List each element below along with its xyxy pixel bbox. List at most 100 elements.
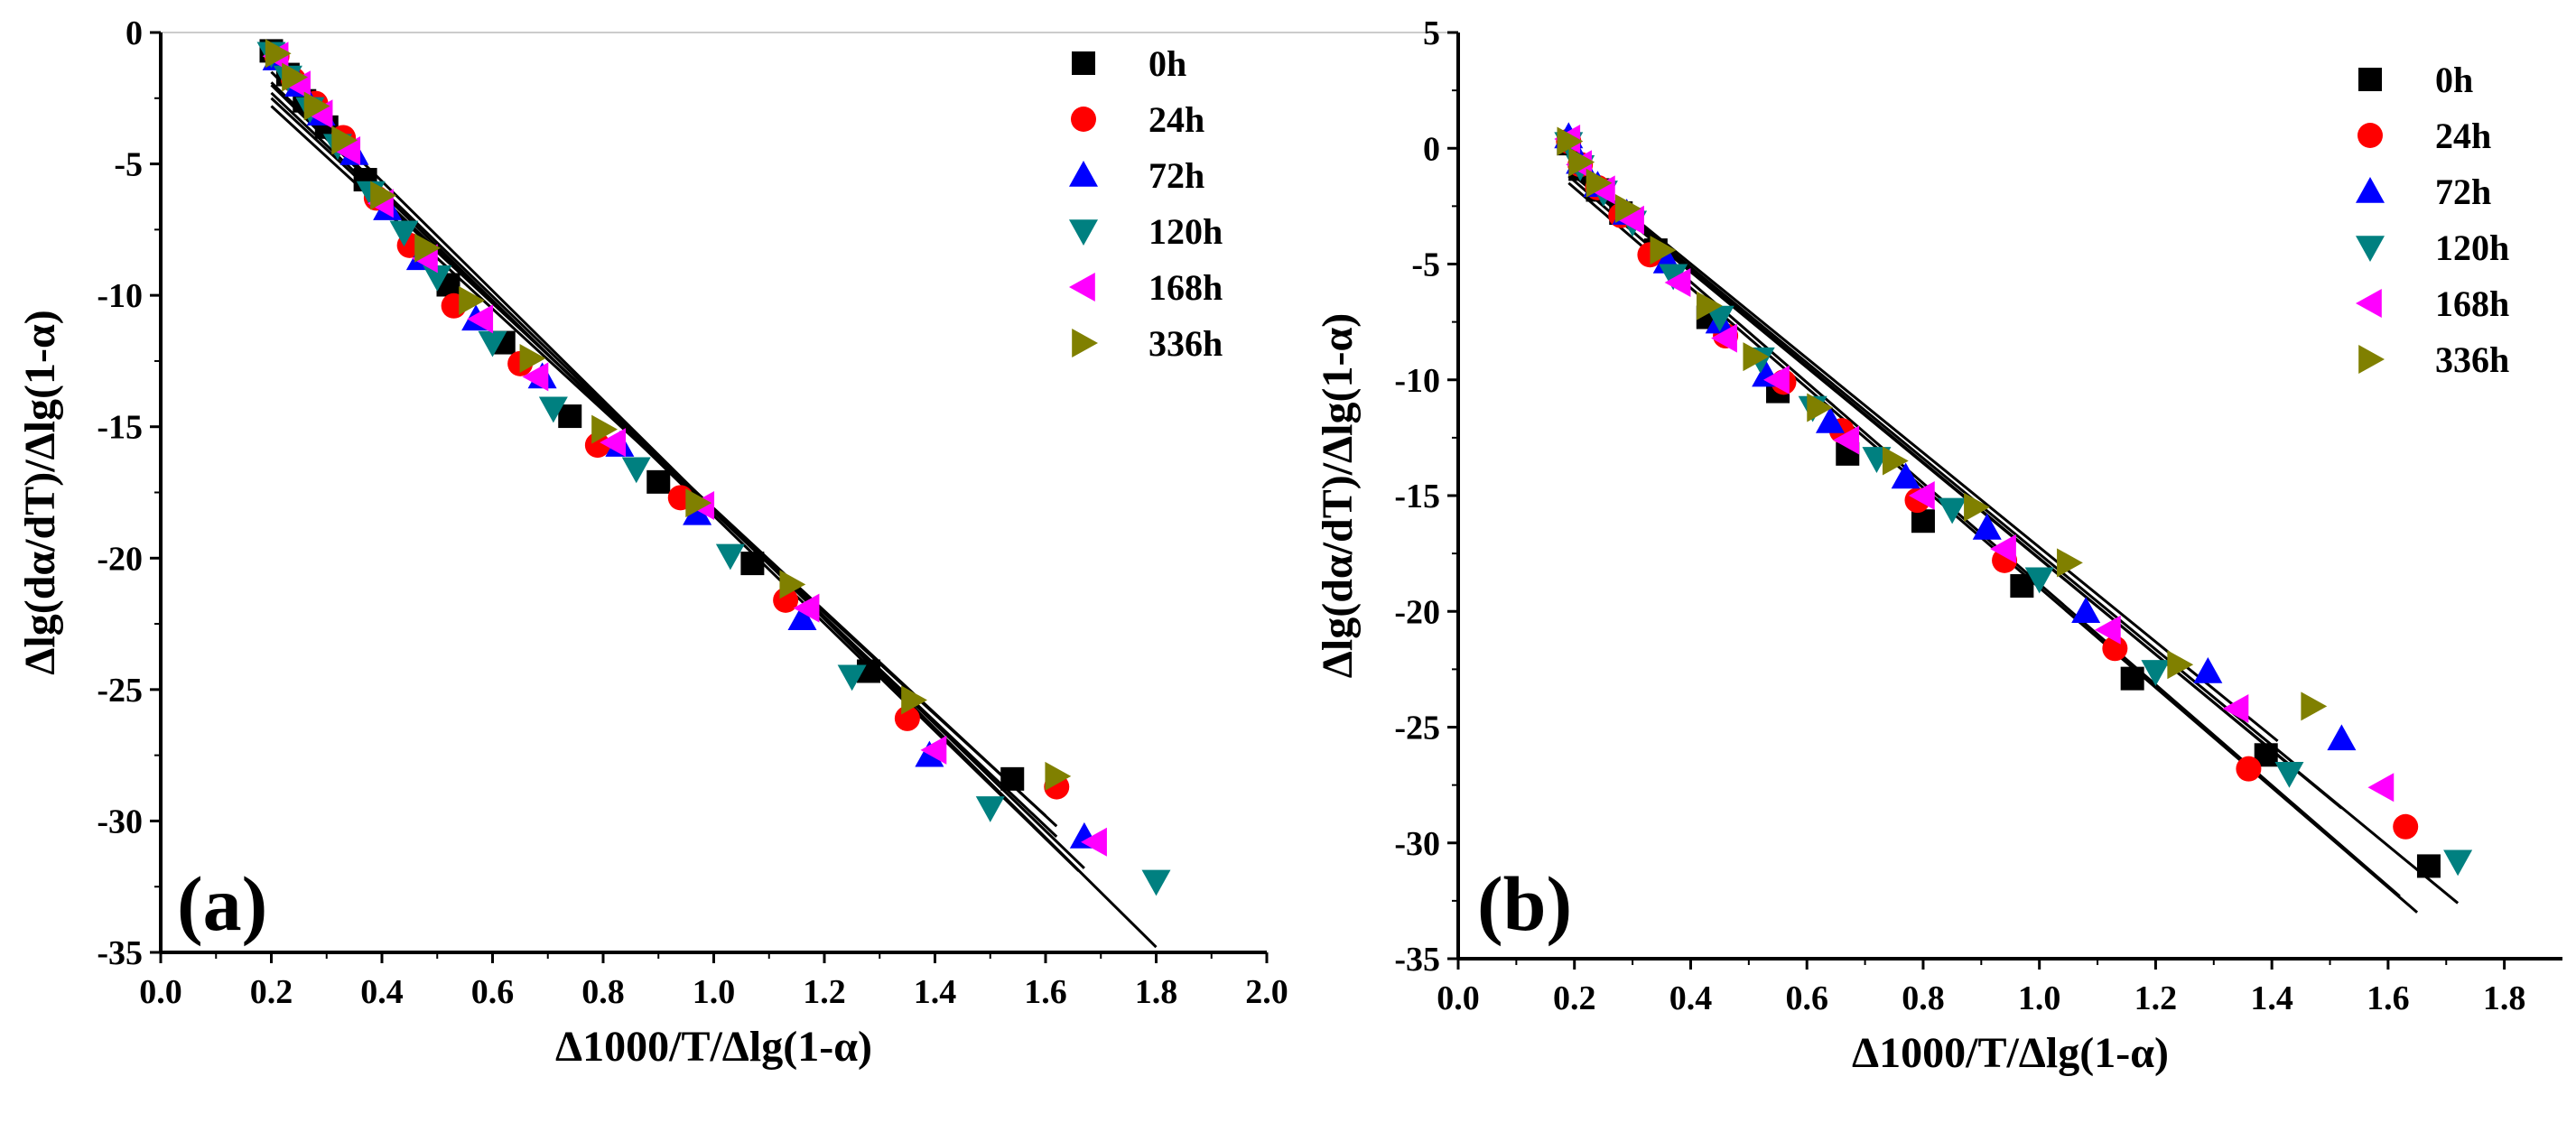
data-point-336h	[1964, 492, 1990, 522]
legend-marker-24h	[1071, 107, 1096, 132]
legend-label-120h: 120h	[1149, 211, 1223, 252]
legend: 0h 24h 72h 120h 168h 336h	[1069, 43, 1223, 364]
x-tick-label: 1.2	[2134, 979, 2178, 1017]
data-point-24h	[773, 587, 799, 613]
y-axis-title: Δlg(dα/dT)/Δlg(1-α)	[1314, 313, 1362, 678]
data-point-120h	[837, 664, 867, 691]
data-point-0h	[1000, 766, 1025, 791]
legend-label-72h: 72h	[2435, 172, 2491, 212]
data-point-120h	[423, 265, 452, 292]
data-point-336h	[1807, 393, 1834, 422]
data-point-120h	[2024, 567, 2054, 594]
data-point-336h	[779, 570, 806, 599]
data-point-336h	[331, 125, 358, 155]
y-tick-label: -15	[1394, 478, 1440, 515]
chart-panel-2: 0.0 0.2 0.4 0.6 0.8 1.0 1.2 1.4 1.6 1.8 5 0 -5 -10 -15…	[1314, 14, 2562, 1077]
y-tick-label: 5	[1423, 14, 1440, 52]
data-point-120h	[715, 543, 745, 571]
x-tick-label: 0.0	[1437, 979, 1480, 1017]
y-tick-label: 0	[126, 14, 143, 52]
data-point-168h	[1711, 323, 1737, 353]
data-point-120h	[1705, 305, 1734, 332]
y-axis-title: Δlg(dα/dT)/Δlg(1-α)	[16, 310, 64, 674]
data-point-72h	[2327, 724, 2357, 751]
data-point-0h	[740, 552, 765, 576]
legend-label-120h: 120h	[2435, 227, 2509, 268]
fit-line-168h	[1567, 168, 2343, 810]
y-tick-label: -25	[1394, 710, 1440, 747]
x-tick-label: 1.6	[2367, 979, 2410, 1017]
data-point-168h	[2222, 693, 2249, 723]
data-point-168h	[1908, 481, 1935, 510]
data-point-24h	[2393, 813, 2419, 840]
x-tick-label: 1.2	[803, 973, 846, 1011]
y-tick-label: 0	[1423, 130, 1440, 168]
data-point-24h	[2102, 636, 2128, 662]
x-tick-label: 1.8	[2483, 979, 2526, 1017]
x-tick-label: 1.4	[914, 973, 957, 1011]
data-point-336h	[2301, 691, 2328, 721]
panel-label: (b)	[1477, 860, 1572, 947]
data-point-72h	[1891, 462, 1920, 489]
data-point-336h	[1586, 168, 1613, 198]
fit-line-336h	[270, 97, 1058, 828]
legend-label-72h: 72h	[1149, 155, 1204, 196]
data-point-168h	[1081, 827, 1107, 857]
legend-label-168h: 168h	[1149, 267, 1223, 308]
data-point-336h	[370, 181, 396, 210]
data-point-336h	[685, 488, 712, 518]
data-point-168h	[1990, 534, 2016, 563]
fit-line-24h	[270, 91, 1058, 838]
data-point-24h	[894, 705, 920, 731]
x-tick-label: 1.8	[1135, 973, 1178, 1011]
legend-marker-72h	[1069, 161, 1098, 187]
data-point-336h	[1743, 342, 1770, 372]
data-point-336h	[1614, 193, 1641, 223]
data-point-336h	[1568, 147, 1595, 177]
y-tick-label: -5	[1411, 246, 1440, 284]
data-point-168h	[1763, 365, 1790, 394]
x-tick-label: 2.0	[1245, 973, 1288, 1011]
data-point-168h	[600, 428, 627, 458]
data-point-72h	[1972, 513, 2002, 540]
y-tick-label: -10	[97, 277, 143, 315]
data-point-336h	[2057, 548, 2083, 578]
legend-marker-120h	[1069, 219, 1098, 246]
legend-marker-0h	[1072, 51, 1095, 75]
fit-line-336h	[1567, 163, 2279, 743]
x-tick-label: 0.6	[1785, 979, 1828, 1017]
data-point-336h	[303, 91, 330, 121]
x-tick-label: 1.0	[2018, 979, 2061, 1017]
data-point-168h	[920, 735, 947, 765]
legend-marker-168h	[2356, 289, 2382, 318]
x-tick-label: 0.2	[1553, 979, 1596, 1017]
data-point-336h	[282, 62, 308, 92]
data-point-24h	[2236, 756, 2262, 782]
data-point-120h	[2141, 660, 2171, 686]
data-point-336h	[1882, 446, 1909, 476]
data-point-336h	[2167, 650, 2194, 680]
legend-marker-24h	[2357, 123, 2383, 148]
chart-panel-1: 0.0 0.2 0.4 0.6 0.8 1.0 1.2 1.4 1.6 1.8 2.0 0 -5 -10 -…	[16, 14, 1288, 1071]
legend-label-0h: 0h	[1149, 43, 1186, 84]
data-point-168h	[1618, 205, 1644, 235]
y-tick-label: -35	[97, 934, 143, 972]
data-point-168h	[2367, 773, 2395, 803]
data-point-72h	[2071, 597, 2101, 624]
legend-marker-336h	[2358, 345, 2385, 374]
data-point-168h	[522, 362, 549, 392]
data-point-120h	[975, 796, 1005, 822]
y-tick-label: -20	[1394, 593, 1440, 631]
data-point-72h	[2193, 656, 2223, 683]
x-tick-label: 0.6	[471, 973, 515, 1011]
legend-label-336h: 336h	[2435, 339, 2509, 380]
x-tick-label: 0.4	[1669, 979, 1713, 1017]
data-point-72h	[787, 604, 817, 631]
data-point-24h	[584, 432, 610, 459]
data-point-336h	[414, 233, 441, 263]
y-tick-label: -20	[97, 540, 143, 578]
data-point-120h	[2443, 849, 2473, 877]
legend-marker-0h	[2358, 68, 2382, 91]
data-point-336h	[459, 285, 485, 315]
